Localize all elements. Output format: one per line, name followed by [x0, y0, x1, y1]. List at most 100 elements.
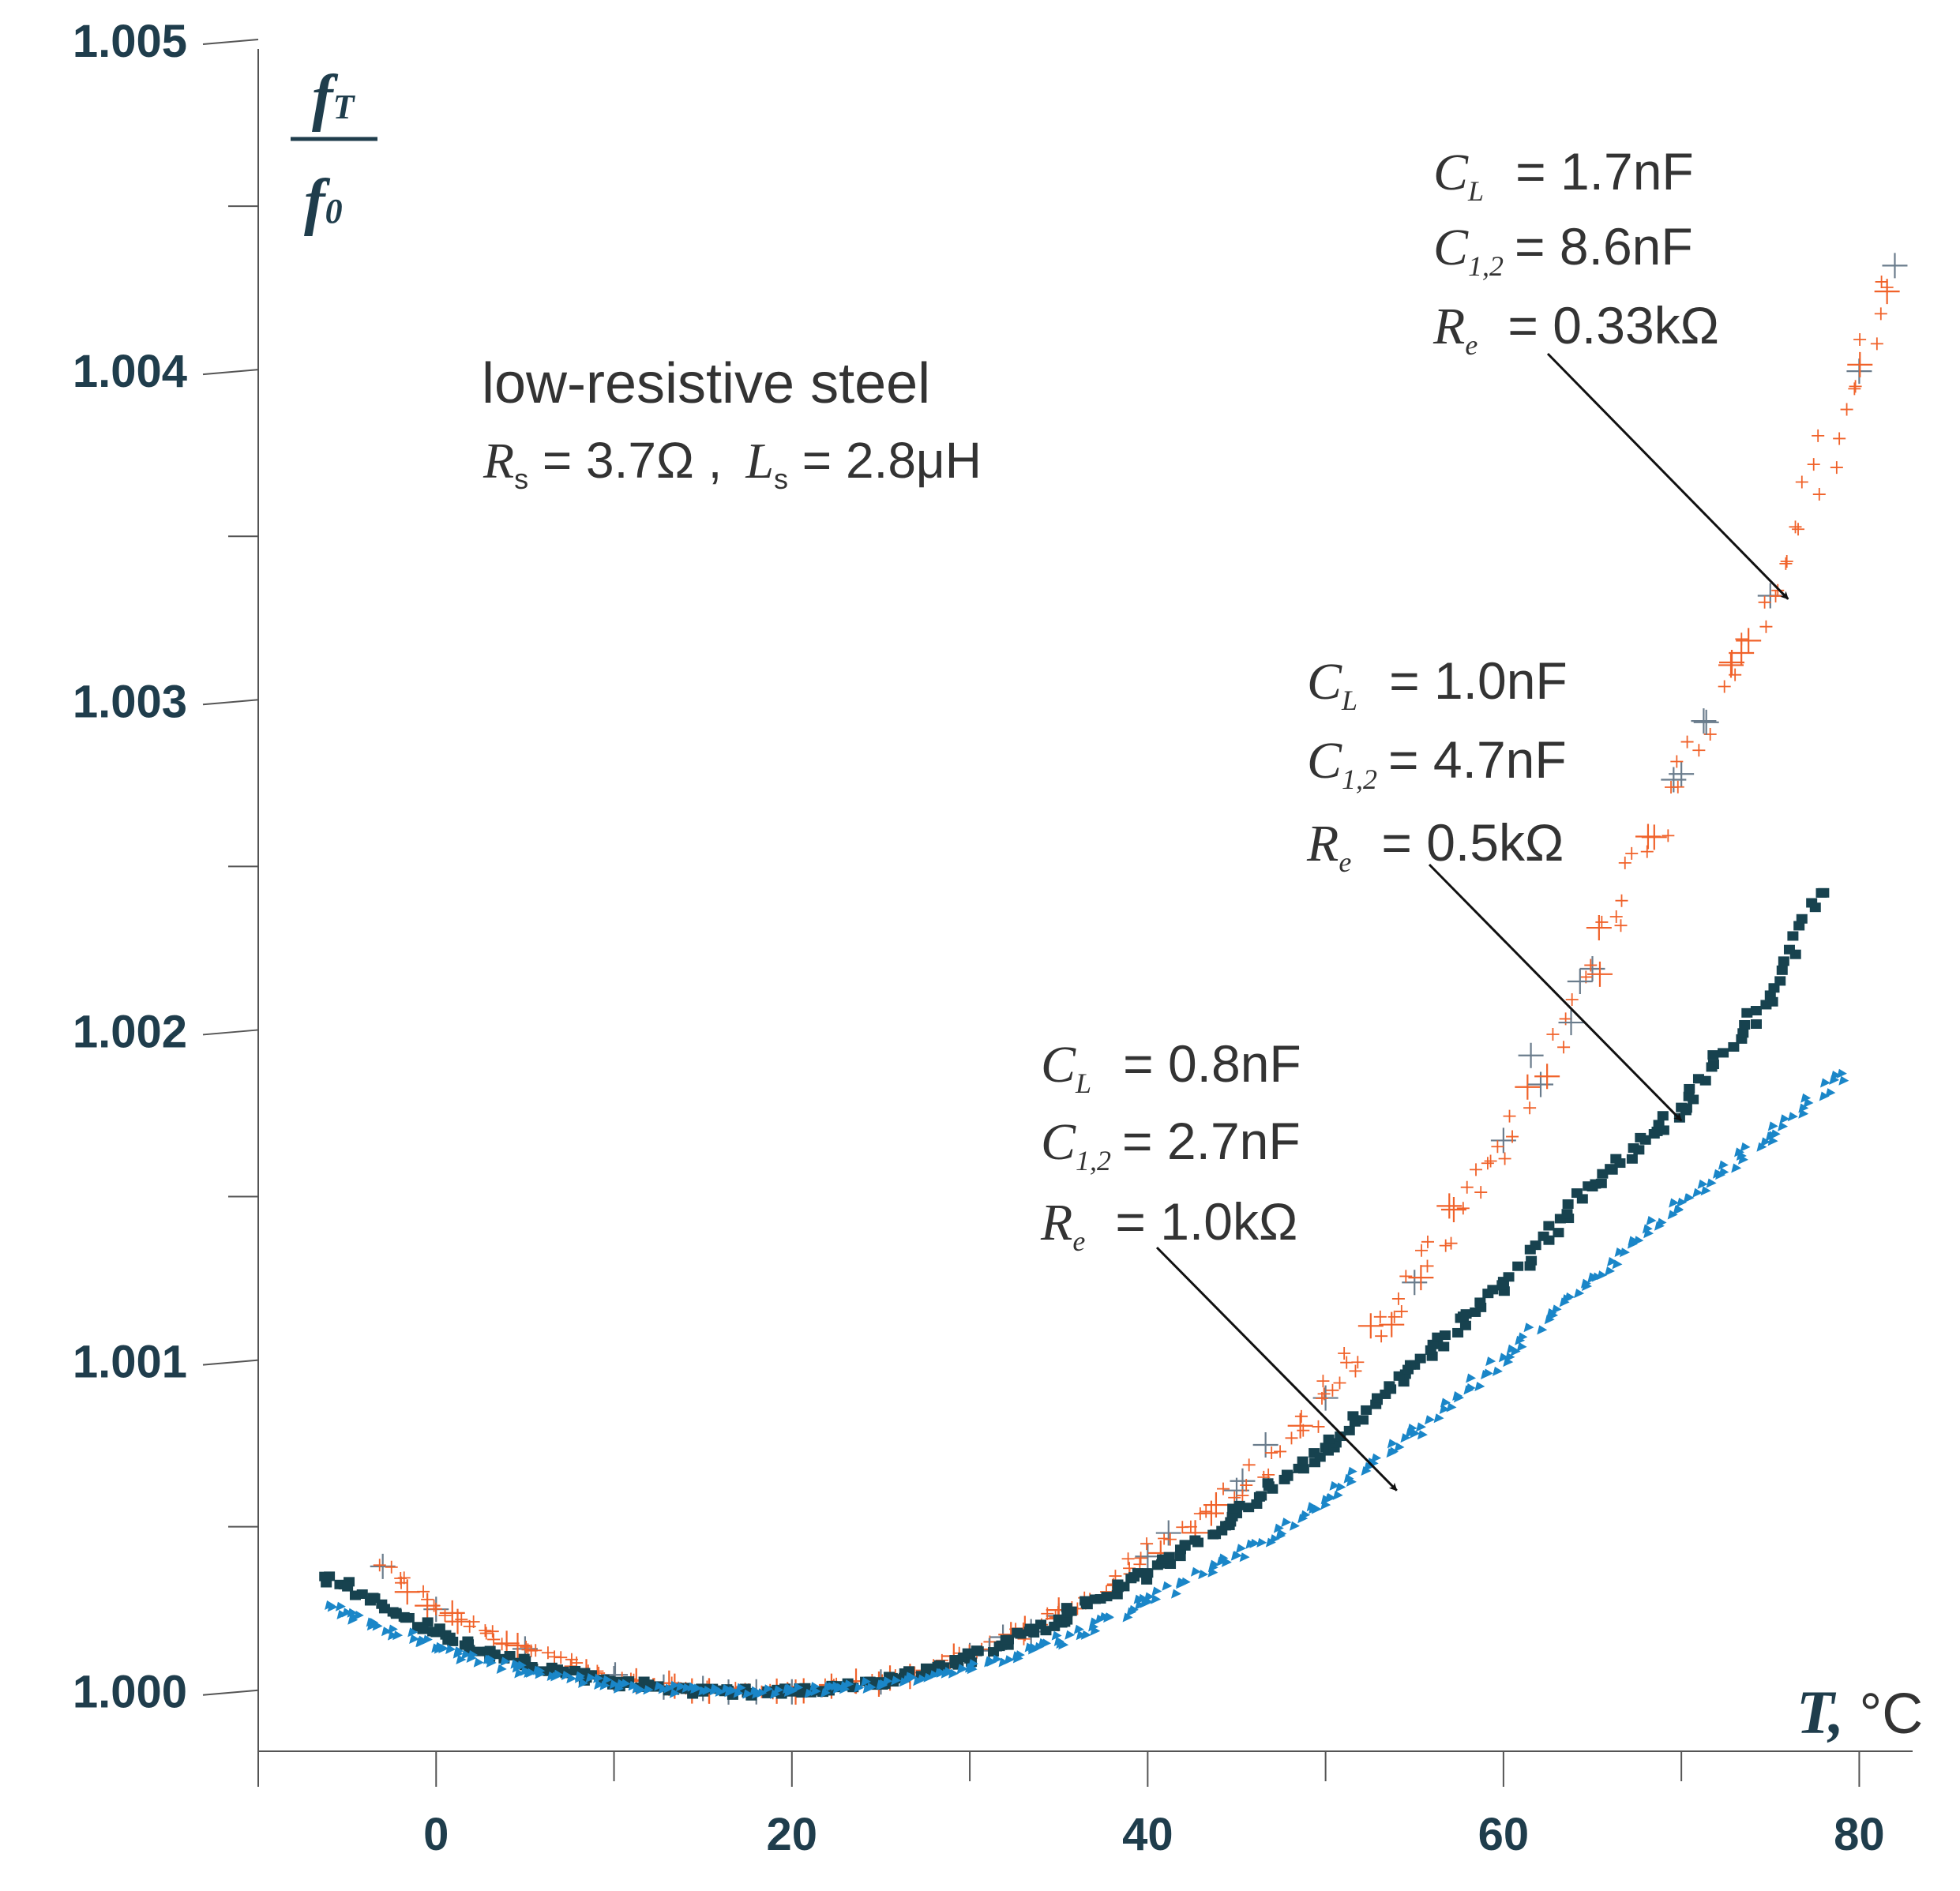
measurement-marker	[1718, 1167, 1729, 1177]
measurement-marker	[1281, 1518, 1292, 1528]
measurement-marker	[438, 1644, 449, 1654]
measurement-marker	[635, 1685, 646, 1695]
annotation-0-8nF-cl: CL = 0.8nF	[1041, 1034, 1301, 1099]
measurement-marker	[1143, 1592, 1155, 1602]
series-1-0nF-square	[319, 887, 1830, 1701]
measurement-marker	[972, 1646, 984, 1657]
measurement-marker	[1209, 1559, 1220, 1570]
measurement-marker	[1680, 1103, 1692, 1113]
measurement-marker	[1517, 1332, 1528, 1342]
measurement-marker	[1506, 1344, 1517, 1354]
y-axis-label: fT f0	[291, 63, 377, 237]
measurement-marker	[1484, 1154, 1497, 1168]
measurement-marker	[1546, 1028, 1560, 1041]
measurement-marker	[1128, 1604, 1139, 1615]
y-label-denominator: f0	[304, 167, 343, 237]
series-0-8nF-triangle	[325, 1068, 1849, 1699]
measurement-marker	[1693, 709, 1719, 735]
measurement-marker	[417, 1624, 429, 1634]
measurement-marker	[923, 1672, 934, 1683]
measurement-marker	[1778, 1121, 1789, 1131]
measurement-marker	[1189, 1535, 1201, 1545]
measurement-marker	[353, 1611, 364, 1621]
measurement-marker	[1439, 1330, 1451, 1341]
measurement-marker	[984, 1657, 995, 1668]
measurement-marker	[903, 1666, 915, 1676]
measurement-marker	[1534, 1064, 1560, 1090]
measurement-marker	[1379, 1311, 1405, 1338]
measurement-marker	[1504, 1352, 1515, 1362]
measurement-marker	[1446, 1402, 1457, 1413]
measurement-marker	[1417, 1430, 1428, 1440]
measurement-marker	[1386, 1448, 1397, 1458]
measurement-marker	[1137, 1593, 1148, 1604]
measurement-marker	[1759, 620, 1773, 633]
measurement-marker	[1750, 1019, 1762, 1030]
measurement-marker	[1439, 1405, 1450, 1415]
measurement-marker	[1265, 1446, 1279, 1460]
measurement-marker	[1357, 1415, 1369, 1425]
data-point	[1579, 955, 1605, 981]
annotation-1-7nF-re: Re = 0.33kΩ	[1432, 296, 1719, 361]
measurement-marker	[1076, 1630, 1087, 1641]
measurement-marker	[1414, 1353, 1426, 1364]
measurement-marker	[1684, 1083, 1695, 1094]
measurement-marker	[1684, 1193, 1695, 1203]
measurement-marker	[1729, 668, 1742, 681]
measurement-marker	[1680, 735, 1694, 749]
measurement-marker	[1518, 1042, 1544, 1068]
annotation-1-7nF-cl: CL = 1.7nF	[1433, 142, 1694, 207]
measurement-marker	[1825, 1088, 1836, 1098]
annotation-0-8nF-arrow	[1155, 1246, 1398, 1491]
measurement-marker	[1718, 1160, 1729, 1170]
measurement-marker	[1780, 554, 1793, 568]
y-tick-major	[202, 1689, 259, 1696]
measurement-marker	[1830, 461, 1843, 475]
measurement-marker	[1580, 1278, 1591, 1289]
measurement-marker	[1815, 887, 1827, 898]
y-tick-label: 1.004	[73, 346, 187, 397]
measurement-marker	[1226, 1511, 1238, 1521]
measurement-marker	[347, 1615, 359, 1625]
measurement-marker	[500, 1657, 511, 1667]
measurement-marker	[1641, 824, 1667, 850]
measurement-marker	[427, 1599, 441, 1612]
measurement-marker	[1833, 432, 1846, 445]
measurement-marker	[769, 1689, 780, 1699]
measurement-marker	[1200, 1505, 1213, 1518]
measurement-marker	[991, 1654, 1002, 1664]
measurement-marker	[1741, 1007, 1753, 1018]
measurement-marker	[865, 1683, 877, 1693]
measurement-marker	[429, 1602, 442, 1615]
measurement-marker	[1870, 337, 1883, 351]
measurement-marker	[1230, 1551, 1241, 1561]
annotation-1-0nF-arrow	[1428, 863, 1683, 1122]
measurement-marker	[1421, 1235, 1434, 1248]
measurement-marker	[854, 1683, 865, 1693]
measurement-marker	[1335, 1482, 1346, 1492]
y-tick-major	[202, 39, 259, 45]
measurement-marker	[1610, 1154, 1622, 1164]
measurement-marker	[1439, 1239, 1452, 1252]
measurement-marker	[1776, 965, 1788, 975]
measurement-marker	[1661, 829, 1675, 842]
measurement-marker	[1734, 1147, 1745, 1157]
measurement-marker	[1338, 1346, 1351, 1360]
measurement-marker	[1155, 1520, 1181, 1546]
measurement-marker	[1408, 1265, 1434, 1291]
measurement-marker	[620, 1679, 631, 1689]
measurement-marker	[733, 1688, 744, 1698]
measurement-marker	[1371, 1453, 1382, 1463]
measurement-marker	[692, 1683, 703, 1694]
measurement-marker	[1673, 1205, 1684, 1215]
measurement-marker	[809, 1682, 820, 1692]
measurement-marker	[335, 1601, 346, 1611]
measurement-marker	[1538, 1231, 1549, 1241]
measurement-marker	[1707, 1060, 1719, 1070]
measurement-marker	[1433, 1413, 1444, 1424]
annotation-1-0nF-cl: CL = 1.0nF	[1307, 651, 1568, 716]
measurement-marker	[1783, 944, 1795, 955]
measurement-marker	[1384, 1381, 1395, 1391]
measurement-marker	[1628, 1236, 1639, 1246]
measurement-marker	[1256, 1537, 1267, 1548]
